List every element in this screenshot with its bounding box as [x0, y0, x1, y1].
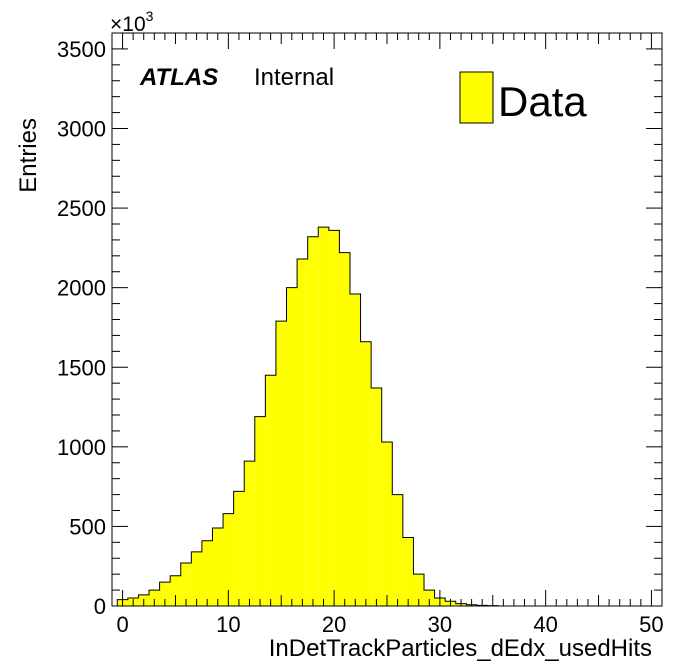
histogram-bars: [117, 227, 499, 606]
histogram-bar: [191, 551, 202, 606]
histogram-bar: [381, 442, 393, 606]
histogram-bar: [159, 582, 171, 606]
y-multiplier: ×103: [110, 8, 154, 36]
histogram-bar: [233, 491, 245, 606]
y-tick-label: 3500: [57, 37, 106, 62]
x-tick-label: 10: [216, 612, 240, 637]
histogram-bar: [318, 227, 329, 606]
histogram-bar: [212, 528, 224, 606]
atlas-status-label: Internal: [254, 64, 334, 91]
y-tick-label: 1000: [57, 435, 106, 460]
histogram-bar: [180, 563, 192, 606]
legend-swatch: [459, 71, 494, 124]
histogram-bar: [349, 294, 361, 606]
y-tick-label: 1500: [57, 355, 106, 380]
y-tick-label: 2000: [57, 276, 106, 301]
histogram-bar: [244, 461, 255, 606]
y-tick-labels: 0 500 1000 1500 2000 2500 3000 3500: [57, 37, 106, 619]
histogram-bar: [307, 236, 319, 606]
histogram-bar: [360, 341, 372, 606]
histogram-bar: [392, 494, 403, 606]
histogram-bar: [286, 287, 298, 606]
y-multiplier-base: ×10: [110, 13, 146, 36]
histogram-bar: [402, 537, 414, 606]
atlas-label: ATLAS: [139, 64, 218, 91]
histogram-bar: [223, 513, 234, 606]
x-axis-label: InDetTrackParticles_dEdx_usedHits: [269, 635, 652, 662]
x-tick-label: 0: [116, 612, 128, 637]
x-tick-labels: 0 10 20 30 40 50: [116, 612, 663, 637]
x-tick-label: 30: [428, 612, 452, 637]
histogram-bar: [413, 574, 425, 606]
histogram-bar: [201, 540, 213, 606]
histogram-bar: [254, 416, 266, 606]
histogram-bar: [149, 590, 160, 606]
histogram-bar: [424, 590, 435, 606]
x-tick-label: 40: [533, 612, 557, 637]
histogram-bar: [265, 375, 276, 606]
histogram-bar: [339, 252, 350, 606]
y-tick-label: 500: [69, 514, 106, 539]
y-tick-label: 0: [94, 594, 106, 619]
x-tick-label: 20: [322, 612, 346, 637]
histogram-bar: [275, 321, 287, 606]
histogram-bar: [328, 230, 340, 606]
axis-ticks: [112, 32, 662, 607]
legend-label: Data: [498, 78, 587, 125]
y-tick-label: 3000: [57, 117, 106, 142]
x-tick-label: 50: [639, 612, 663, 637]
histogram-bar: [371, 387, 382, 606]
y-axis-label: Entries: [15, 118, 42, 193]
histogram-bar: [297, 259, 308, 606]
histogram-bar: [170, 575, 181, 606]
histogram-outline: [116, 226, 499, 607]
y-tick-label: 2500: [57, 196, 106, 221]
y-multiplier-exponent: 3: [146, 8, 154, 24]
